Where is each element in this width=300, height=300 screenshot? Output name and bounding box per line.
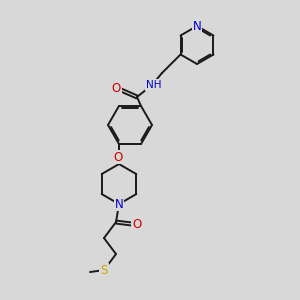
Text: N: N bbox=[193, 20, 201, 32]
Text: N: N bbox=[115, 198, 123, 211]
Text: NH: NH bbox=[146, 80, 162, 90]
Text: O: O bbox=[132, 218, 142, 231]
Text: S: S bbox=[100, 264, 108, 277]
Text: O: O bbox=[113, 151, 123, 164]
Text: O: O bbox=[111, 82, 121, 94]
